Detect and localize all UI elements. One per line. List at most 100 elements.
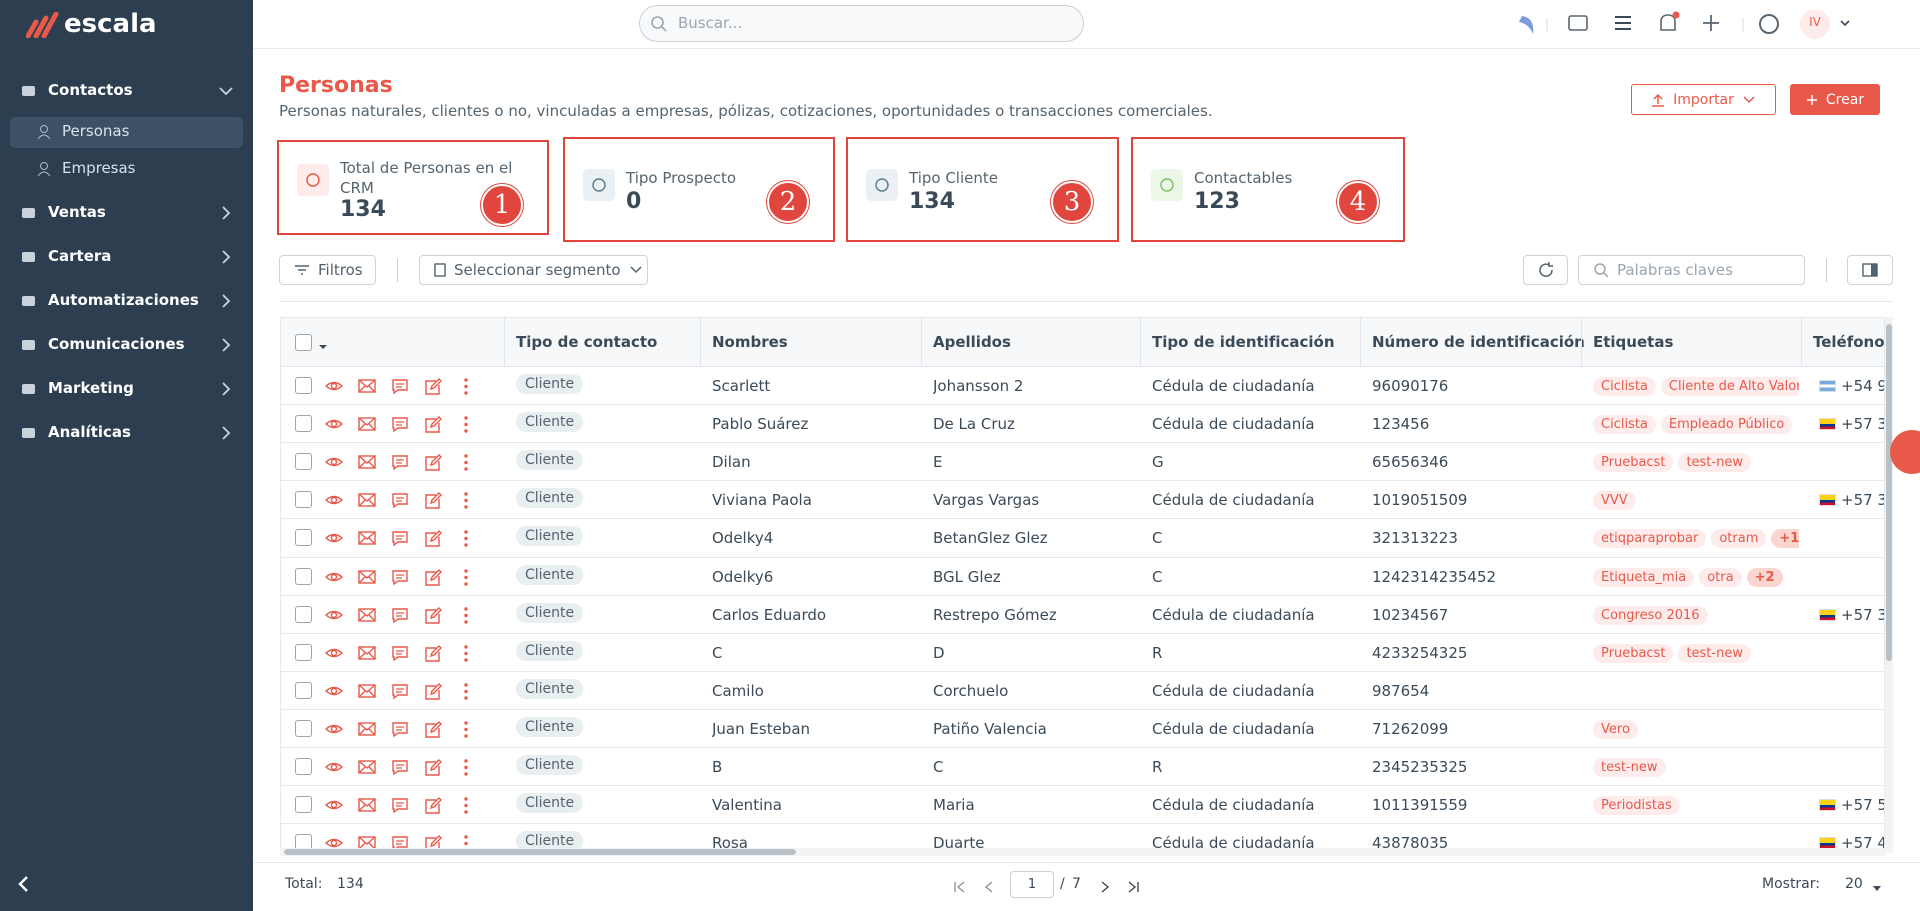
page-size-caret[interactable] [1872, 878, 1882, 897]
tag[interactable]: Congreso 2016 [1593, 605, 1708, 625]
view-action[interactable] [324, 454, 344, 475]
more-action[interactable] [457, 492, 475, 513]
edit-action[interactable] [424, 530, 442, 551]
edit-action[interactable] [424, 492, 442, 513]
first-page[interactable] [953, 879, 967, 898]
view-action[interactable] [324, 530, 344, 551]
tag[interactable]: +1 [1771, 529, 1799, 549]
nav-chevron[interactable] [218, 425, 234, 445]
message-action[interactable] [391, 721, 409, 742]
column-header[interactable]: Tipo de contacto [516, 333, 658, 351]
nav-chevron[interactable] [218, 205, 234, 225]
column-header[interactable]: Teléfono [1813, 333, 1885, 351]
edit-action[interactable] [424, 606, 442, 628]
nav-item[interactable]: Contactos [48, 81, 133, 99]
email-action[interactable] [358, 797, 376, 818]
row-checkbox[interactable] [295, 605, 312, 623]
subnav-item[interactable]: Empresas [62, 159, 136, 177]
view-action[interactable] [324, 492, 344, 513]
tag[interactable]: otram [1711, 529, 1767, 549]
chat-fab[interactable] [1890, 430, 1920, 474]
view-action[interactable] [324, 645, 344, 666]
nav-item[interactable]: Automatizaciones [48, 291, 199, 309]
edit-action[interactable] [424, 454, 442, 475]
row-checkbox[interactable] [295, 643, 312, 661]
message-action[interactable] [391, 416, 409, 437]
page-size[interactable]: 20 [1845, 876, 1863, 892]
edit-action[interactable] [424, 759, 442, 780]
last-page[interactable] [1126, 879, 1140, 898]
view-action[interactable] [324, 416, 344, 437]
nav-item[interactable]: Analíticas [48, 423, 131, 441]
view-action[interactable] [324, 569, 344, 590]
edit-action[interactable] [424, 797, 442, 818]
email-action[interactable] [358, 492, 376, 513]
row-checkbox[interactable] [295, 758, 312, 775]
nav-item[interactable]: Comunicaciones [48, 335, 185, 353]
nav-item[interactable]: Cartera [48, 247, 112, 265]
column-header[interactable]: Nombres [712, 333, 788, 351]
column-header[interactable]: Tipo de identificación [1152, 333, 1335, 351]
email-action[interactable] [358, 759, 376, 780]
chat-icon[interactable] [1568, 15, 1588, 31]
email-action[interactable] [358, 378, 376, 399]
edit-action[interactable] [424, 720, 442, 742]
message-action[interactable] [391, 492, 409, 513]
message-action[interactable] [391, 759, 409, 780]
tag[interactable]: Periodistas [1593, 796, 1680, 816]
nav-chevron[interactable] [218, 249, 234, 269]
more-action[interactable] [457, 568, 475, 590]
add-icon[interactable] [1703, 15, 1719, 31]
row-checkbox[interactable] [295, 796, 312, 814]
nav-chevron[interactable] [218, 381, 234, 401]
search-box[interactable]: Buscar... [639, 5, 1084, 42]
keywords-input[interactable]: Palabras claves [1578, 255, 1805, 285]
email-action[interactable] [358, 530, 376, 551]
row-checkbox[interactable] [295, 681, 312, 699]
row-checkbox[interactable] [295, 567, 312, 585]
message-action[interactable] [391, 607, 409, 628]
more-action[interactable] [457, 454, 475, 475]
message-action[interactable] [391, 530, 409, 551]
more-action[interactable] [457, 797, 475, 818]
tag[interactable]: etiqparaprobar [1593, 529, 1707, 549]
nav-item[interactable]: Marketing [48, 379, 134, 397]
next-page[interactable] [1098, 879, 1112, 898]
message-action[interactable] [391, 683, 409, 704]
avatar[interactable] [1800, 10, 1830, 39]
row-checkbox[interactable] [295, 491, 312, 509]
tag[interactable]: test-new [1678, 643, 1751, 663]
email-action[interactable] [358, 645, 376, 666]
view-action[interactable] [324, 683, 344, 704]
prev-page[interactable] [982, 879, 996, 898]
import-button[interactable]: Importar [1631, 84, 1776, 115]
columns-button[interactable] [1847, 255, 1893, 285]
nav-chevron[interactable] [218, 83, 234, 103]
more-action[interactable] [457, 644, 475, 666]
h-scrollbar[interactable] [280, 848, 1885, 856]
message-action[interactable] [391, 645, 409, 666]
row-checkbox[interactable] [295, 377, 312, 394]
tag[interactable]: Vero [1593, 719, 1638, 739]
edit-action[interactable] [424, 416, 442, 437]
select-menu[interactable] [318, 337, 328, 356]
row-checkbox[interactable] [295, 415, 312, 433]
view-action[interactable] [324, 378, 344, 399]
nav-chevron[interactable] [218, 337, 234, 357]
list-icon[interactable] [1615, 16, 1631, 30]
email-action[interactable] [358, 607, 376, 628]
view-action[interactable] [324, 759, 344, 780]
edit-action[interactable] [424, 644, 442, 666]
view-action[interactable] [324, 607, 344, 628]
tag[interactable]: otra [1699, 567, 1742, 587]
page-input[interactable]: 1 [1010, 871, 1054, 898]
tag[interactable]: Ciclista [1593, 415, 1656, 435]
tag[interactable]: test-new [1593, 758, 1666, 777]
column-header[interactable]: Número de identificación [1372, 333, 1585, 351]
v-scroll-thumb[interactable] [1886, 324, 1892, 661]
tag[interactable]: Pruebacst [1593, 453, 1674, 473]
tag[interactable]: Ciclista [1593, 377, 1656, 396]
edit-action[interactable] [424, 682, 442, 704]
tag[interactable]: Cliente de Alto Valor [1660, 377, 1799, 396]
email-action[interactable] [358, 683, 376, 704]
